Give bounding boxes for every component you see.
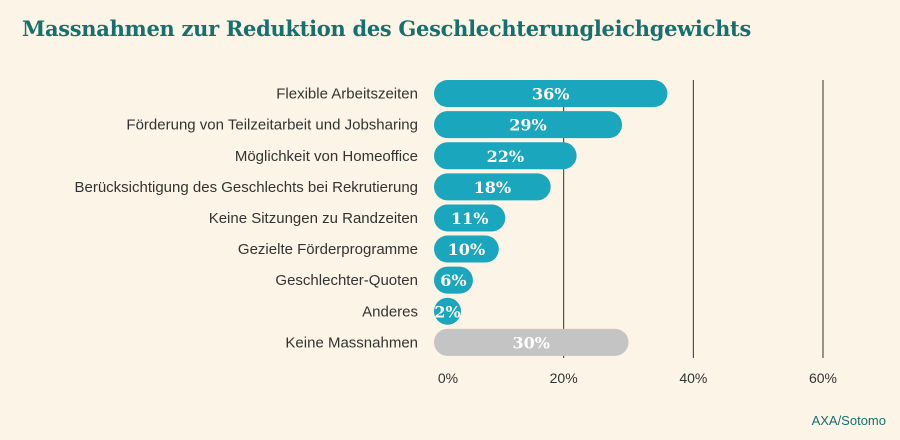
bar-4: [434, 204, 506, 232]
chart-title: Massnahmen zur Reduktion des Geschlechte…: [22, 16, 751, 41]
bar-2: [434, 142, 577, 170]
category-label-8: Keine Massnahmen: [285, 334, 418, 351]
bar-5: [434, 235, 499, 263]
category-label-5: Gezielte Förderprogramme: [238, 241, 418, 258]
value-label-1: 29%: [509, 116, 546, 135]
value-label-8: 30%: [513, 333, 550, 352]
category-label-0: Flexible Arbeitszeiten: [276, 86, 418, 103]
source-label: AXA/Sotomo: [811, 413, 886, 428]
bars: [434, 80, 668, 356]
x-tick-label-0: 0%: [438, 370, 458, 386]
category-label-7: Anderes: [362, 303, 418, 320]
x-tick-label-3: 60%: [809, 370, 837, 386]
value-label-3: 18%: [474, 178, 511, 197]
category-label-1: Förderung von Teilzeitarbeit und Jobshar…: [126, 117, 418, 134]
category-labels: Flexible Arbeitszeiten Förderung von Teil…: [74, 86, 418, 352]
value-label-2: 22%: [487, 147, 524, 166]
value-label-5: 10%: [448, 240, 485, 259]
value-label-0: 36%: [532, 85, 569, 104]
x-axis-tick-labels: 0% 20% 40% 60%: [438, 370, 837, 386]
bar-6: [434, 266, 473, 294]
bar-0: [434, 80, 668, 108]
bar-1: [434, 111, 623, 139]
value-label-6: 6%: [440, 271, 466, 290]
bar-3: [434, 173, 551, 201]
category-label-3: Berücksichtigung des Geschlechts bei Rek…: [74, 179, 418, 196]
bar-7: [434, 297, 461, 325]
value-label-7: 2%: [434, 302, 460, 321]
bar-8: [434, 328, 629, 356]
category-label-4: Keine Sitzungen zu Randzeiten: [209, 210, 418, 227]
x-tick-label-1: 20%: [550, 370, 578, 386]
category-label-2: Möglichkeit von Homeoffice: [235, 148, 418, 165]
x-tick-label-2: 40%: [679, 370, 707, 386]
value-label-4: 11%: [451, 209, 488, 228]
category-label-6: Geschlechter-Quoten: [275, 272, 418, 289]
value-labels: 36% 29% 22% 18% 11% 10% 6% 2% 30%: [434, 85, 569, 353]
